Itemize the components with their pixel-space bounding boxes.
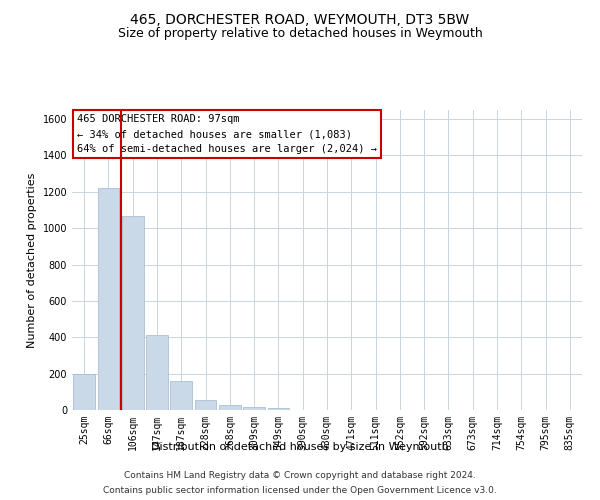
- Text: Size of property relative to detached houses in Weymouth: Size of property relative to detached ho…: [118, 28, 482, 40]
- Bar: [219, 406, 241, 410]
- Bar: [170, 380, 192, 410]
- Text: Contains public sector information licensed under the Open Government Licence v3: Contains public sector information licen…: [103, 486, 497, 495]
- Text: Contains HM Land Registry data © Crown copyright and database right 2024.: Contains HM Land Registry data © Crown c…: [124, 471, 476, 480]
- Bar: [243, 406, 265, 410]
- Bar: [146, 336, 168, 410]
- Bar: [122, 216, 143, 410]
- Bar: [268, 408, 289, 410]
- Y-axis label: Number of detached properties: Number of detached properties: [27, 172, 37, 348]
- Text: 465, DORCHESTER ROAD, WEYMOUTH, DT3 5BW: 465, DORCHESTER ROAD, WEYMOUTH, DT3 5BW: [130, 12, 470, 26]
- Text: Distribution of detached houses by size in Weymouth: Distribution of detached houses by size …: [151, 442, 449, 452]
- Bar: [73, 374, 95, 410]
- Bar: [194, 400, 217, 410]
- Bar: [97, 188, 119, 410]
- Text: 465 DORCHESTER ROAD: 97sqm
← 34% of detached houses are smaller (1,083)
64% of s: 465 DORCHESTER ROAD: 97sqm ← 34% of deta…: [77, 114, 377, 154]
